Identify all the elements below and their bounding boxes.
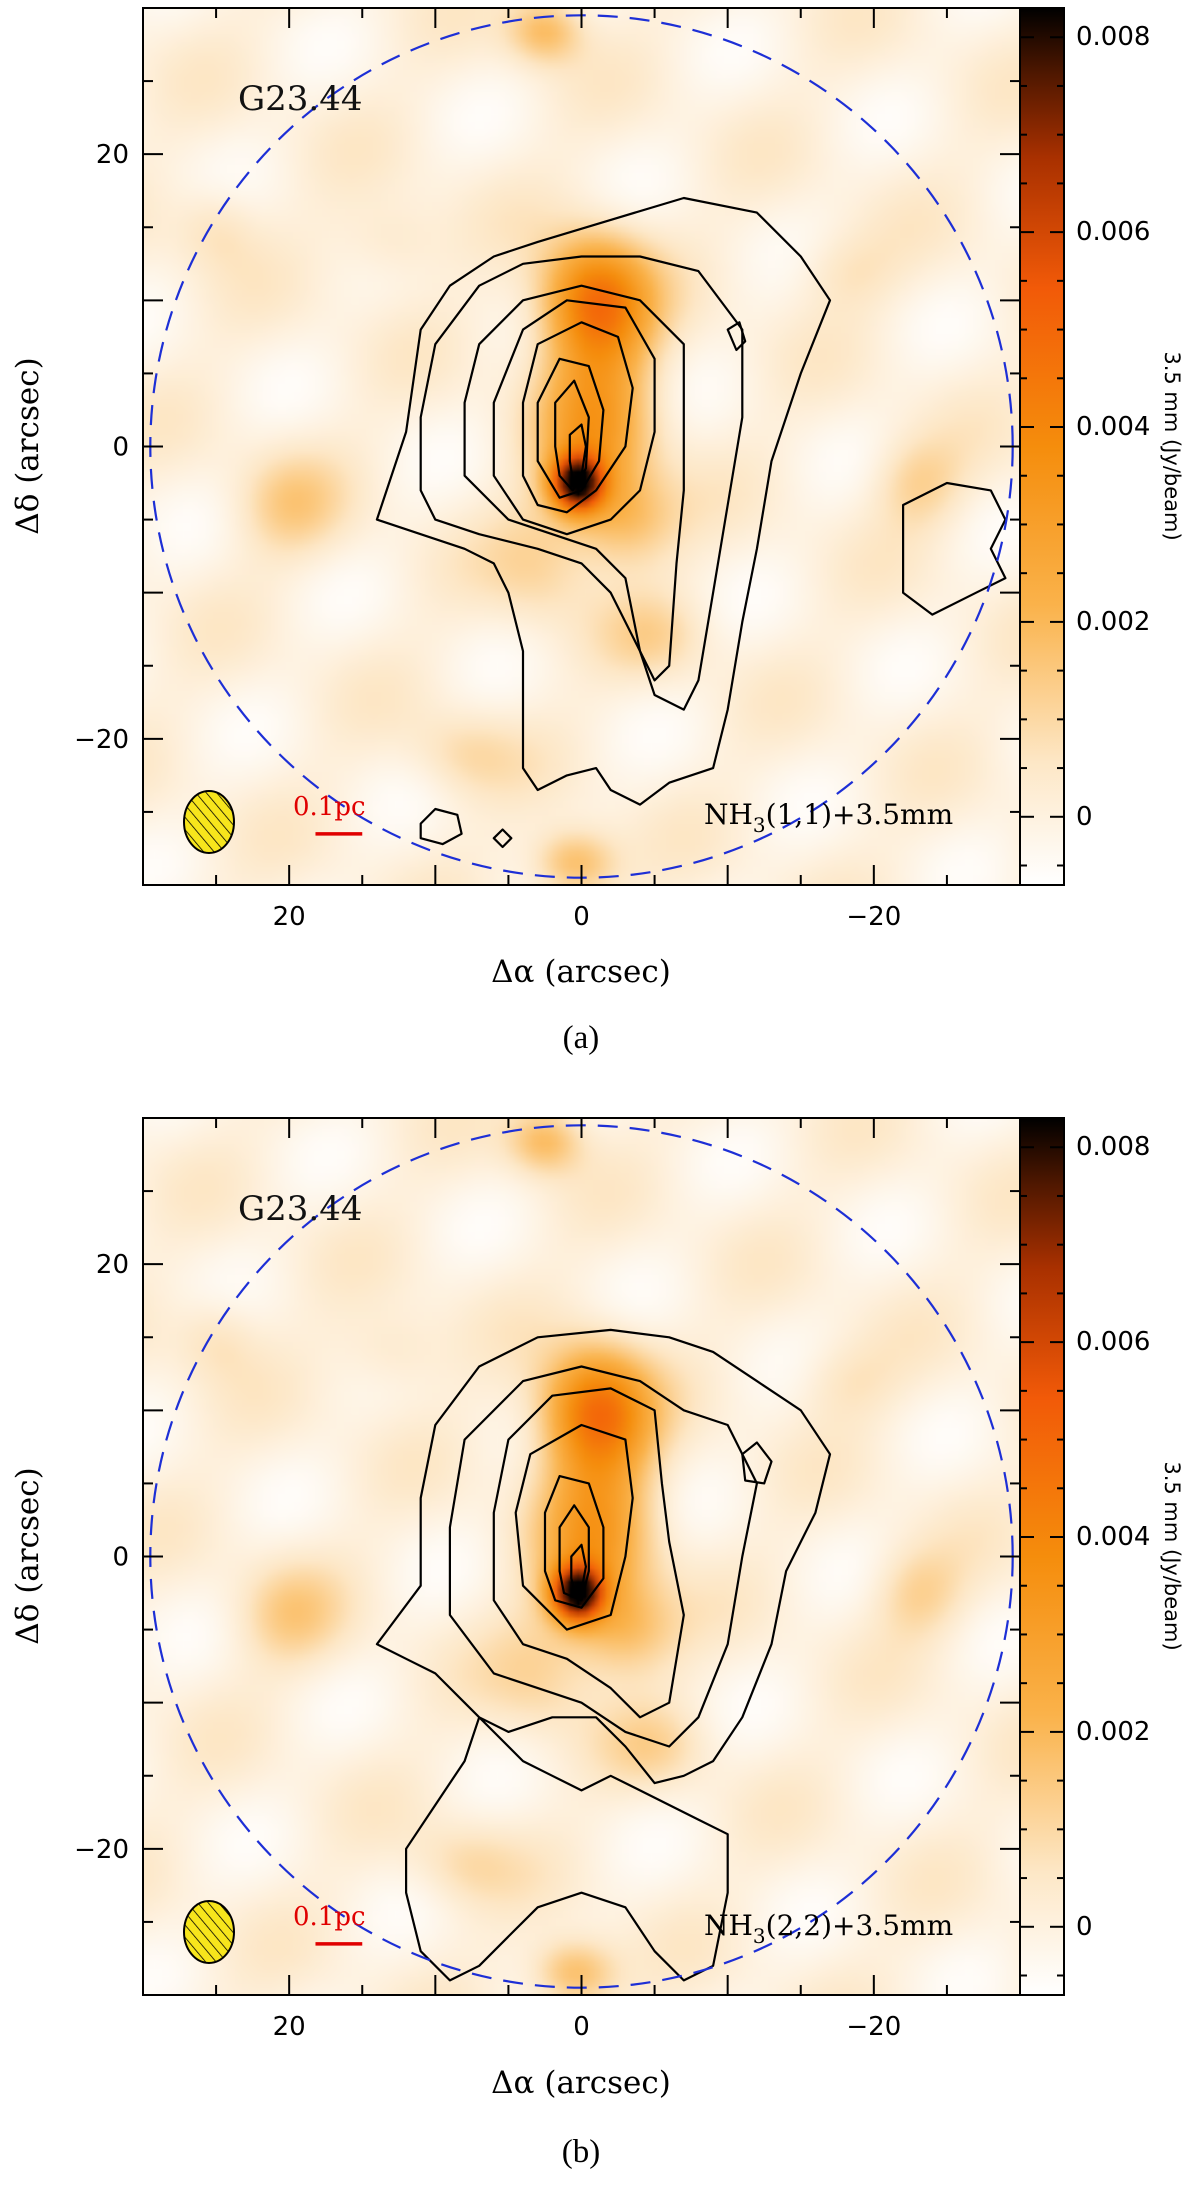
contour-level (448, 1365, 758, 1748)
colorbar-label: 3.5 mm (Jy/beam) (1160, 1461, 1184, 1650)
panel-b: G23.44 NH3(2,2)+3.5mm 0.1pc 20 0 −20 20 0 −2… (10, 1117, 1184, 2170)
contour-level (536, 357, 605, 499)
line-label: NH3(2,2)+3.5mm (704, 1909, 953, 1948)
y-axis-label: Δδ (arcsec) (10, 1467, 46, 1644)
axis-ticks (142, 1117, 1021, 1996)
contour-level (741, 1441, 773, 1485)
contour-level (419, 255, 744, 711)
y-tick-labels: 20 0 −20 (74, 1250, 129, 1865)
colorbar-ticks: 0 0.002 0.004 0.006 0.008 (1020, 1132, 1150, 1977)
contour-level (726, 321, 747, 352)
source-name: G23.44 (238, 1189, 363, 1229)
contour-level (543, 1475, 605, 1609)
colorbar-ticks: 0 0.002 0.004 0.006 0.008 (1020, 22, 1150, 867)
y-tick-label: 20 (96, 1250, 129, 1280)
x-axis-label: Δα (arcsec) (491, 954, 671, 990)
contour-level (521, 321, 634, 514)
x-tick-labels: 20 0 −20 (273, 2012, 902, 2042)
y-tick-label: −20 (74, 1835, 129, 1865)
colorbar-tick-label: 0 (1076, 802, 1093, 832)
axis-ticks (142, 7, 1021, 886)
colorbar-label: 3.5 mm (Jy/beam) (1160, 351, 1184, 540)
panel-caption: (a) (563, 1020, 600, 1056)
nh3-contours (375, 1328, 832, 1982)
colorbar (1019, 1117, 1065, 1996)
x-tick-labels: 20 0 −20 (273, 902, 902, 932)
continuum-heatmap (143, 1118, 1020, 1995)
contour-level (419, 807, 463, 846)
colorbar-tick-label: 0.002 (1076, 1717, 1150, 1747)
contour-level (492, 1387, 685, 1719)
contour-level (902, 481, 1007, 616)
x-tick-label: −20 (846, 902, 901, 932)
contour-level (492, 828, 513, 849)
colorbar-tick-label: 0 (1076, 1912, 1093, 1942)
colorbar-tick-label: 0.004 (1076, 412, 1150, 442)
colorbar-tick-label: 0.004 (1076, 1522, 1150, 1552)
continuum-heatmap (143, 8, 1020, 885)
contour-level (568, 423, 587, 480)
x-tick-label: 20 (273, 902, 306, 932)
contour-level (554, 379, 590, 492)
contour-level (514, 1423, 634, 1631)
synthesized-beam (183, 790, 235, 854)
y-tick-label: 0 (112, 1543, 129, 1573)
y-tick-label: 0 (112, 433, 129, 463)
x-tick-label: 0 (573, 2012, 590, 2042)
x-tick-label: 20 (273, 2012, 306, 2042)
contour-level (570, 1543, 587, 1592)
colorbar-tick-label: 0.006 (1076, 217, 1150, 247)
colorbar (1019, 7, 1065, 886)
nh3-contours (375, 196, 1007, 849)
contour-level (375, 1328, 832, 1982)
scale-bar-label: 0.1pc (293, 1902, 366, 1932)
panel-caption: (b) (562, 2134, 600, 2170)
line-label: NH3(1,1)+3.5mm (704, 798, 953, 837)
panel-a: G23.44 NH3(1,1)+3.5mm 0.1pc 20 0 −20 20 0 −2… (10, 7, 1184, 1056)
y-tick-label: 20 (96, 140, 129, 170)
colorbar-tick-label: 0.008 (1076, 22, 1150, 52)
x-tick-label: −20 (846, 2012, 901, 2042)
contour-level (492, 299, 656, 536)
contour-level (375, 196, 832, 806)
y-tick-label: −20 (74, 725, 129, 755)
synthesized-beam (183, 1900, 235, 1964)
scale-bar-label: 0.1pc (293, 792, 366, 822)
x-tick-label: 0 (573, 902, 590, 932)
x-axis-label: Δα (arcsec) (491, 2065, 671, 2101)
source-name: G23.44 (238, 79, 363, 119)
contour-level (558, 1504, 590, 1602)
y-tick-labels: 20 0 −20 (74, 140, 129, 755)
colorbar-tick-label: 0.002 (1076, 607, 1150, 637)
colorbar-tick-label: 0.008 (1076, 1132, 1150, 1162)
contour-level (463, 284, 685, 682)
y-axis-label: Δδ (arcsec) (10, 357, 46, 534)
colorbar-tick-label: 0.006 (1076, 1327, 1150, 1357)
